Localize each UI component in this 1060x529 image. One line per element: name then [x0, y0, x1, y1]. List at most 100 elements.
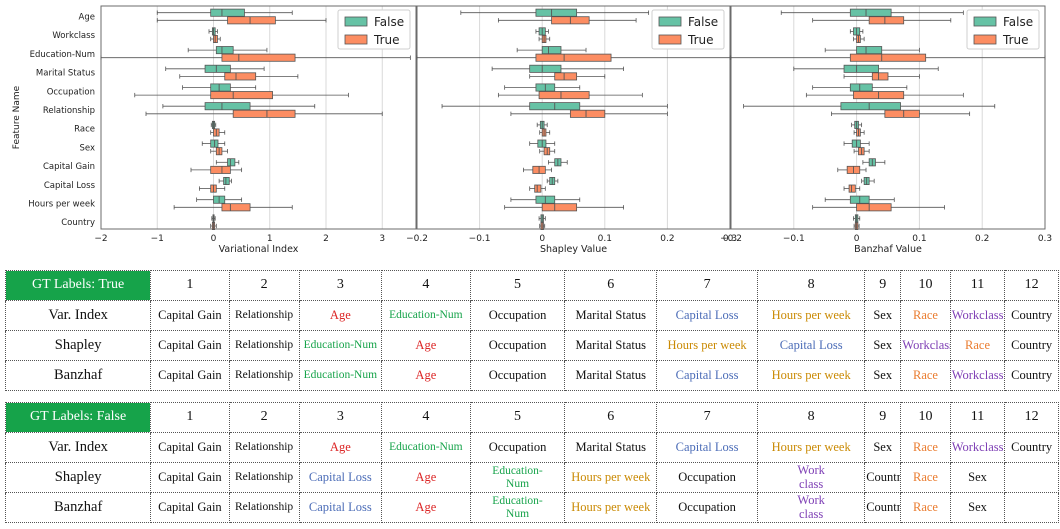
- box-true: [569, 109, 606, 118]
- feature-cell: Workclass: [949, 360, 1006, 391]
- x-axis-label: Variational Index: [219, 244, 299, 255]
- legend-swatch: [973, 16, 997, 27]
- box-true: [849, 53, 927, 62]
- feature-cell: Sex: [864, 360, 902, 391]
- box-true: [227, 16, 276, 25]
- box-true: [848, 184, 856, 193]
- box-false: [856, 46, 883, 55]
- plot-frame: [100, 5, 417, 230]
- legend-swatch: [344, 16, 368, 27]
- rank-header: 11: [949, 402, 1006, 433]
- box-true: [210, 91, 273, 100]
- feature-cell: Workclass: [949, 432, 1006, 463]
- feature-cell: Hours per week: [757, 432, 866, 463]
- feature-cell: Age: [381, 330, 471, 361]
- legend-swatch: [973, 34, 997, 45]
- box-false: [849, 83, 873, 92]
- box-true: [232, 109, 296, 118]
- feature-cell: Race: [949, 330, 1006, 361]
- feature-cell: Occupation: [656, 492, 759, 523]
- feature-cell: Sex: [864, 330, 902, 361]
- feature-cell: Relationship: [228, 432, 300, 463]
- y-tick-label: Sex: [79, 143, 95, 153]
- box-true: [221, 53, 296, 62]
- box-false: [204, 102, 251, 111]
- feature-cell: Sex: [949, 492, 1006, 523]
- feature-cell: Education-Num: [381, 432, 471, 463]
- ranking-table-true: GT Labels: True 1 2 3 4 5 6 7 8 9 10 11 12 Var. Index…: [4, 270, 1059, 391]
- feature-cell: Education-Num: [469, 492, 566, 523]
- feature-cell: Education-Num: [469, 462, 566, 493]
- box-true: [224, 72, 257, 81]
- box-true: [871, 72, 889, 81]
- legend-swatch: [658, 34, 682, 45]
- method-label: Banzhaf: [4, 360, 152, 391]
- feature-cell: Capital Gain: [150, 300, 230, 331]
- legend-label: True: [687, 33, 714, 47]
- y-tick-label: Country: [61, 218, 95, 228]
- rank-header: 6: [564, 402, 658, 433]
- box-false: [204, 64, 231, 73]
- feature-cell: Occupation: [656, 462, 759, 493]
- x-axis-label: Shapley Value: [540, 244, 607, 255]
- feature-cell: Workclass: [900, 330, 951, 361]
- box-false: [227, 158, 236, 167]
- feature-cell: Age: [381, 492, 471, 523]
- feature-cell: Sex: [949, 462, 1006, 493]
- x-tick-label: 3: [379, 234, 385, 244]
- feature-cell: Country: [864, 462, 902, 493]
- box-true: [884, 109, 920, 118]
- feature-cell: Hours per week: [656, 330, 759, 361]
- feature-cell: Sex: [864, 300, 902, 331]
- box-false: [215, 46, 234, 55]
- x-tick-label: 0.2: [975, 234, 989, 244]
- rank-header: 1: [150, 402, 230, 433]
- legend: False True: [337, 9, 411, 50]
- feature-cell: Relationship: [228, 492, 300, 523]
- feature-cell: Capital Loss: [298, 462, 383, 493]
- box-false: [541, 46, 562, 55]
- y-tick-label: Relationship: [43, 106, 95, 116]
- table-row: Banzhaf Capital Gain Relationship Capital L…: [4, 492, 1059, 523]
- x-tick-label: −2: [94, 234, 107, 244]
- legend-swatch: [658, 16, 682, 27]
- box-true: [856, 203, 892, 212]
- rank-header: 8: [757, 270, 866, 301]
- rank-header: 6: [564, 270, 658, 301]
- feature-cell: Hours per week: [757, 300, 866, 331]
- y-tick-label: Capital Gain: [43, 162, 95, 172]
- rank-header: 9: [864, 270, 902, 301]
- y-tick-label: Age: [79, 13, 95, 23]
- feature-cell: Race: [900, 360, 951, 391]
- box-false: [849, 8, 892, 17]
- rank-header: 3: [298, 402, 383, 433]
- feature-cell: Workclass: [949, 300, 1006, 331]
- box-true: [868, 16, 905, 25]
- x-tick-label: 0: [854, 234, 860, 244]
- feature-cell: Race: [900, 462, 951, 493]
- box-true: [538, 91, 590, 100]
- feature-cell: Country: [864, 492, 902, 523]
- method-label: Shapley: [4, 330, 152, 361]
- feature-cell: Capital Gain: [150, 492, 230, 523]
- rank-header: 5: [469, 402, 566, 433]
- feature-cell: Education-Num: [298, 360, 383, 391]
- feature-cell: Country: [1004, 330, 1059, 361]
- gt-label-header: GT Labels: False: [4, 402, 152, 433]
- x-tick-label: 0.3: [723, 234, 737, 244]
- table-row: Var. Index Capital Gain Relationship Age Edu…: [4, 300, 1059, 331]
- feature-cell: Age: [298, 300, 383, 331]
- feature-cell: Capital Gain: [150, 360, 230, 391]
- legend-label: True: [1002, 33, 1029, 47]
- chart-panel-1: −2 −1 0 1 2 3 Variational Index Age Workclass Edu…: [12, 5, 417, 255]
- x-tick-label: −0.2: [406, 234, 428, 244]
- y-tick-label: Workclass: [52, 31, 95, 41]
- rank-header: 7: [656, 402, 759, 433]
- rank-header: 9: [864, 402, 902, 433]
- feature-cell: Education-Num: [298, 330, 383, 361]
- feature-cell: Capital Loss: [656, 360, 759, 391]
- y-tick-label: Education-Num: [30, 50, 95, 60]
- legend: False True: [966, 9, 1040, 50]
- feature-cell: Race: [900, 432, 951, 463]
- box-false: [843, 64, 879, 73]
